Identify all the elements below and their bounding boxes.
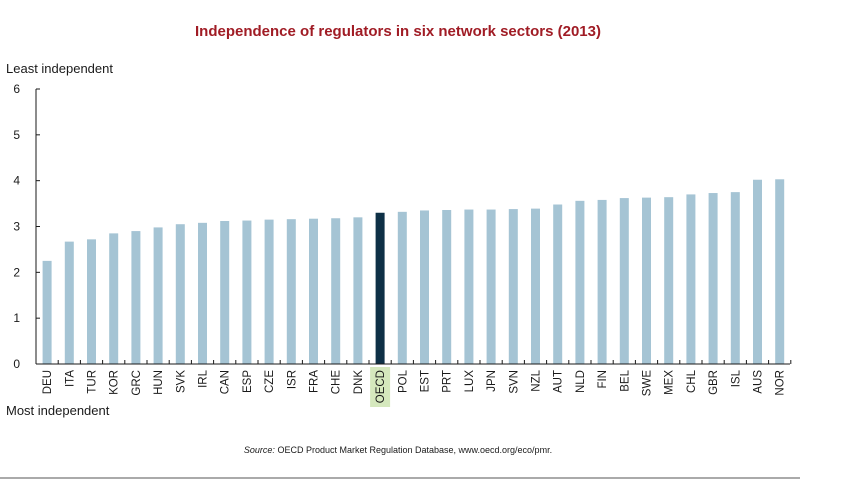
x-tick-label: TUR (87, 370, 99, 394)
chart-title: Independence of regulators in six networ… (195, 23, 601, 40)
bar-gbr (708, 193, 718, 364)
x-tick-label: JPN (486, 370, 498, 392)
x-tick-label: NLD (575, 370, 587, 393)
x-tick-label: CAN (220, 370, 232, 394)
y-axis-label-bottom: Most independent (6, 403, 110, 418)
bar-cze (264, 219, 274, 364)
bar-prt (442, 210, 452, 364)
y-tick-label: 5 (13, 128, 20, 142)
x-tick-label: CHL (686, 369, 698, 393)
y-axis-label-top: Least independent (6, 61, 113, 76)
bar-deu (42, 260, 52, 364)
bar-esp (242, 220, 252, 364)
x-tick-label: SVK (175, 370, 187, 393)
x-tick-label: CHE (331, 370, 343, 395)
y-tick-label: 4 (13, 174, 20, 188)
x-tick-label: DNK (353, 370, 365, 395)
bar-grc (131, 231, 141, 364)
y-tick-label: 0 (13, 357, 20, 371)
y-axis: 0 1 2 3 4 5 6 (13, 82, 40, 371)
x-tick-label: GBR (708, 370, 720, 395)
bar-fra (309, 218, 318, 364)
x-tick-label: GRC (131, 370, 143, 396)
source-text: OECD Product Market Regulation Database,… (275, 445, 552, 455)
bar-kor (109, 233, 119, 364)
x-axis-labels: DEU ITA TUR KOR GRC HUN SVK IRL CAN ESP CZE ISR FRA C… (42, 367, 787, 407)
x-tick-label: LUX (464, 370, 476, 393)
bar-fin (597, 199, 607, 364)
x-tick-label: AUT (553, 370, 565, 393)
x-tick-label: POL (397, 369, 409, 393)
bar-svk (175, 224, 185, 364)
bar-nld (575, 200, 585, 364)
y-tick-label: 6 (13, 82, 20, 96)
bar-aus (753, 179, 762, 364)
x-tick-label: FRA (309, 370, 321, 393)
bar-mex (664, 197, 674, 364)
x-tick-label: MEX (664, 370, 676, 395)
x-tick-label: ESP (242, 370, 254, 393)
axes (35, 89, 792, 365)
bar-chl (686, 194, 696, 364)
x-tick-label: EST (420, 370, 432, 392)
x-tick-label: SWE (642, 370, 654, 397)
x-tick-label: CZE (264, 370, 276, 393)
bar-oecd (375, 212, 385, 364)
x-tick-label: ISR (286, 370, 298, 389)
x-tick-label: ISL (730, 369, 742, 387)
x-tick-label: SVN (508, 370, 520, 394)
x-tick-label: AUS (753, 370, 765, 394)
bar-jpn (486, 209, 496, 364)
bar-swe (642, 197, 651, 364)
bar-nor (775, 179, 785, 364)
bar-irl (198, 222, 207, 364)
x-tick-label: IRL (198, 369, 210, 388)
bar-dnk (353, 217, 363, 364)
bar-lux (464, 209, 474, 364)
bars (42, 179, 785, 364)
bar-pol (397, 211, 407, 364)
bar-svn (508, 209, 518, 364)
bar-tur (87, 239, 96, 364)
y-tick-label: 2 (13, 265, 20, 279)
source-prefix: Source: (244, 445, 276, 455)
bar-bel (619, 198, 629, 364)
x-tick-label: KOR (109, 370, 121, 395)
x-tick-label: PRT (442, 370, 454, 393)
x-tick-label: DEU (42, 370, 54, 394)
x-tick-label: ITA (64, 370, 76, 387)
bar-isr (286, 219, 296, 364)
highlight-label-bg (370, 367, 391, 407)
bar-isl (730, 192, 740, 364)
bar-can (220, 221, 230, 364)
x-tick-label: NZL (531, 369, 543, 391)
source-note: Source: OECD Product Market Regulation D… (244, 445, 552, 455)
bar-ita (64, 241, 74, 364)
x-tick-label: OECD (375, 370, 387, 403)
x-tick-label: NOR (775, 370, 787, 396)
y-tick-label: 1 (13, 311, 20, 325)
x-tick-label: HUN (153, 370, 165, 395)
bar-est (420, 210, 429, 364)
bar-che (331, 218, 341, 364)
x-tick-label: FIN (597, 370, 609, 389)
x-tick-label: BEL (619, 369, 631, 391)
bar-nzl (531, 208, 540, 364)
bar-hun (153, 227, 163, 364)
y-tick-label: 3 (13, 220, 20, 234)
bar-aut (553, 204, 563, 364)
